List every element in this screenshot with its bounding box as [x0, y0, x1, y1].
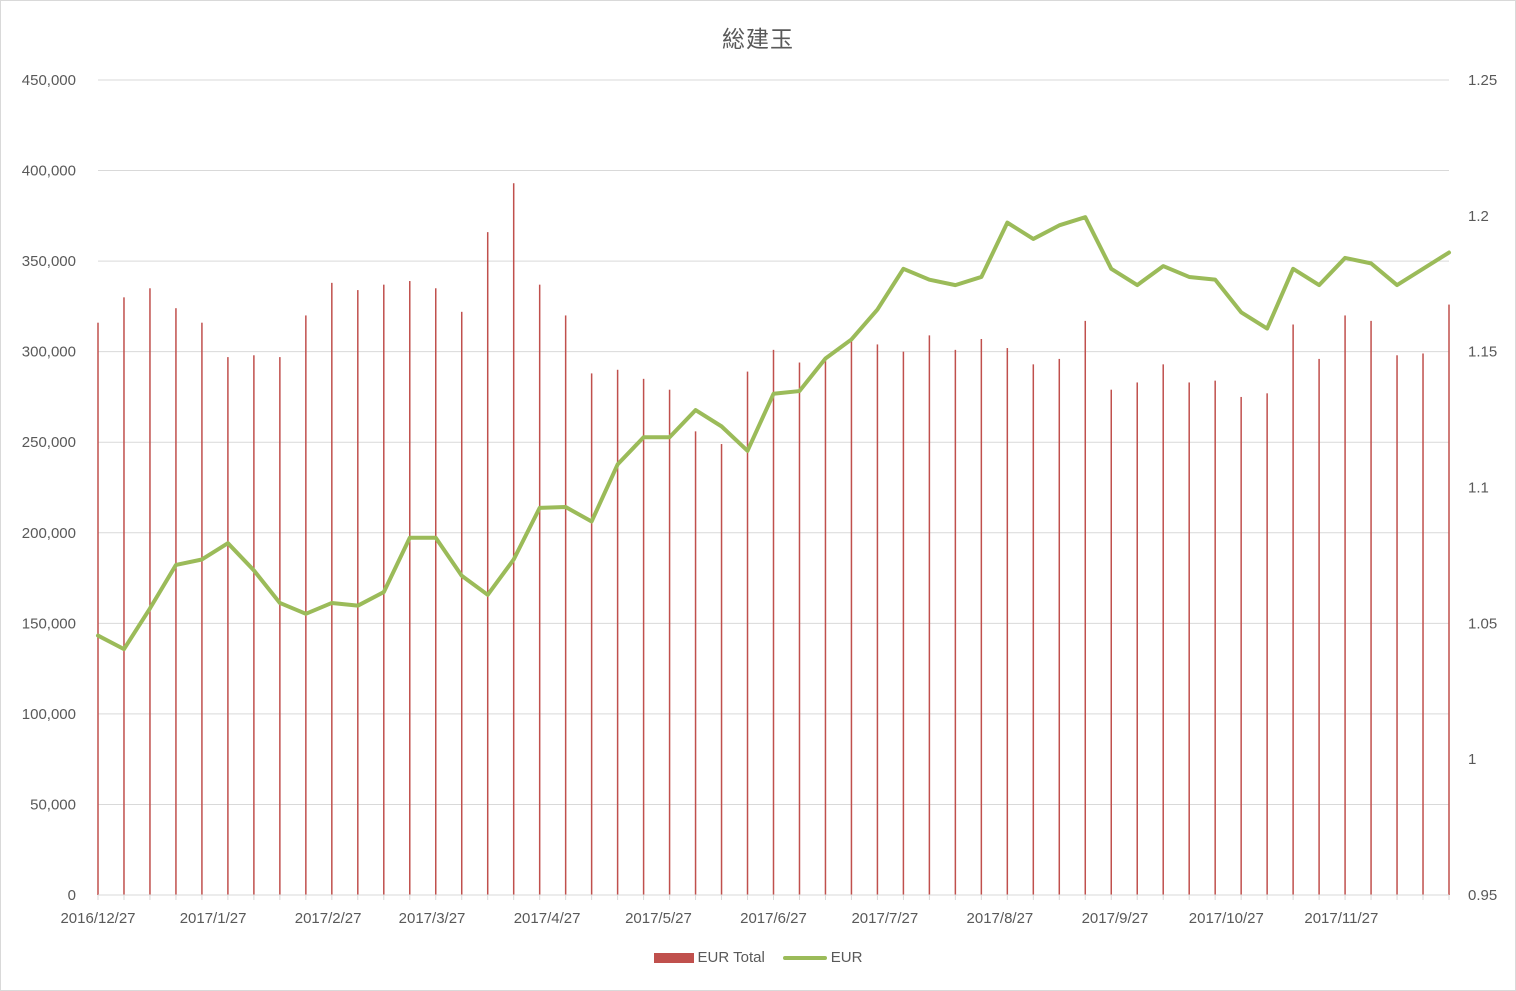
- bar-eur-total: [902, 351, 905, 896]
- bar-eur-total: [980, 338, 983, 895]
- x-tick-label: 2017/6/27: [740, 910, 807, 927]
- bar-eur-total: [1292, 324, 1294, 895]
- bar-eur-total: [642, 378, 645, 895]
- bar-eur-total: [305, 315, 307, 895]
- bar-eur-total: [331, 282, 333, 895]
- y-axis-right: 0.95 1 1.05 1.1 1.15 1.2 1.25: [1468, 72, 1497, 904]
- y2-tick-label: 1.1: [1468, 480, 1489, 497]
- bar-eur-total: [201, 322, 203, 895]
- bar-eur-total: [1162, 364, 1164, 895]
- legend-item-eur-total: EUR Total: [653, 949, 765, 966]
- bar-eur-total: [1422, 353, 1424, 895]
- bar-eur-total: [175, 308, 177, 895]
- chart-title: 総建玉: [722, 27, 794, 53]
- y-tick-label: 450,000: [22, 72, 76, 89]
- bar-eur-total: [1032, 364, 1035, 895]
- y-tick-label: 100,000: [22, 706, 76, 723]
- y-tick-label: 350,000: [22, 253, 76, 270]
- bar-eur-total: [253, 355, 255, 895]
- bar-eur-total: [538, 284, 541, 896]
- x-tick-label: 2017/7/27: [851, 910, 918, 927]
- bar-eur-total: [1058, 358, 1061, 895]
- bar-eur-total: [1214, 380, 1216, 896]
- bar-eur-total: [1448, 304, 1450, 896]
- bar-eur-total: [279, 357, 281, 896]
- y2-tick-label: 1.05: [1468, 615, 1497, 632]
- bar-eur-total: [149, 288, 151, 895]
- x-tick-label: 2017/3/27: [399, 910, 466, 927]
- legend-swatch-line: [782, 955, 827, 960]
- y-tick-label: 50,000: [30, 796, 76, 813]
- bar-eur-total: [720, 444, 723, 895]
- bar-eur-total: [824, 360, 827, 895]
- line-series-eur: [96, 215, 1451, 652]
- x-tick-label: 2017/9/27: [1082, 910, 1149, 927]
- bar-eur-total: [409, 281, 411, 895]
- y-tick-label: 0: [68, 887, 76, 904]
- y2-tick-label: 1.25: [1468, 72, 1497, 89]
- bar-eur-total: [1110, 389, 1112, 895]
- bar-eur-total: [616, 369, 619, 895]
- bar-eur-total: [590, 373, 593, 895]
- y-tick-label: 300,000: [22, 344, 76, 361]
- bar-eur-total: [123, 297, 125, 895]
- y-tick-label: 400,000: [22, 163, 76, 180]
- bar-eur-total: [1396, 355, 1398, 895]
- x-tick-label: 2017/11/27: [1304, 910, 1378, 927]
- bar-eur-total: [850, 340, 853, 895]
- bar-eur-total: [227, 357, 229, 896]
- bar-eur-total: [564, 315, 567, 895]
- bar-eur-total: [694, 431, 697, 895]
- bar-eur-total: [876, 344, 879, 895]
- bar-eur-total: [668, 389, 671, 895]
- bar-eur-total: [954, 349, 957, 895]
- x-tick-label: 2016/12/27: [60, 910, 135, 927]
- bar-eur-total: [460, 311, 463, 895]
- bar-eur-total: [357, 290, 359, 896]
- y2-tick-label: 0.95: [1468, 887, 1497, 904]
- y-axis-left: 0 50,000 100,000 150,000 200,000 250,000 300,0…: [22, 72, 76, 904]
- bar-eur-total: [772, 349, 775, 895]
- bar-eur-total: [1318, 358, 1320, 895]
- legend-item-eur: EUR: [782, 949, 863, 966]
- bar-eur-total: [1188, 382, 1190, 895]
- bar-eur-total: [1084, 320, 1087, 895]
- bar-eur-total: [435, 288, 437, 895]
- legend: EUR Total EUR: [0, 949, 1516, 966]
- legend-label-eur: EUR: [830, 949, 863, 966]
- bar-eur-total: [928, 335, 931, 895]
- y2-tick-label: 1: [1468, 751, 1476, 768]
- y2-tick-label: 1.2: [1468, 208, 1489, 225]
- bar-eur-total: [1266, 393, 1268, 895]
- bar-eur-total: [512, 183, 515, 895]
- bar-eur-total: [1370, 320, 1372, 895]
- bar-eur-total: [1344, 315, 1346, 895]
- bar-eur-total: [97, 322, 99, 895]
- y-tick-label: 250,000: [22, 434, 76, 451]
- y2-tick-label: 1.15: [1468, 344, 1497, 361]
- bar-eur-total: [746, 371, 749, 896]
- x-tick-label: 2017/4/27: [514, 910, 581, 927]
- x-axis: 2016/12/27 2017/1/27 2017/2/27 2017/3/27 201…: [60, 894, 1450, 927]
- bar-eur-total: [1240, 396, 1242, 895]
- x-tick-label: 2017/10/27: [1189, 910, 1264, 927]
- x-tick-label: 2017/5/27: [625, 910, 692, 927]
- bar-eur-total: [486, 232, 489, 896]
- bar-eur-total: [1136, 382, 1138, 895]
- y-tick-label: 200,000: [22, 525, 76, 542]
- bar-eur-total: [1006, 348, 1009, 895]
- y-tick-label: 150,000: [22, 615, 76, 632]
- legend-swatch-bar: [653, 952, 694, 963]
- x-tick-label: 2017/1/27: [180, 910, 247, 927]
- x-tick-label: 2017/8/27: [967, 910, 1034, 927]
- legend-label-eur-total: EUR Total: [697, 949, 765, 966]
- bar-eur-total: [798, 362, 801, 895]
- bar-series-eur-total: [97, 183, 1450, 896]
- x-tick-label: 2017/2/27: [295, 910, 362, 927]
